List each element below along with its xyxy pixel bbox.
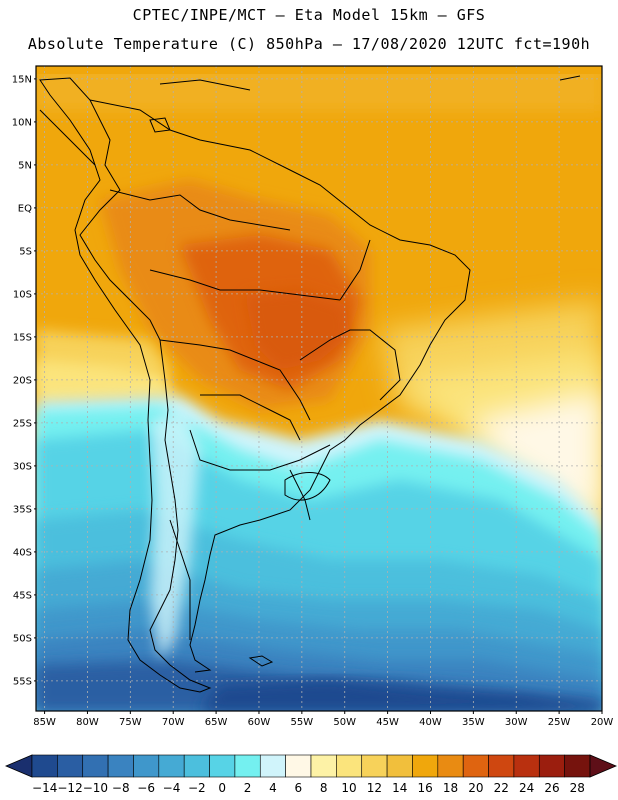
coastline-outline [39, 75, 581, 693]
colorbar-label: −14 [32, 781, 57, 795]
colorbar-label: −6 [137, 781, 155, 795]
colorbar-swatch [564, 754, 591, 778]
lon-label: 30W [505, 717, 528, 728]
colorbar-label: 18 [443, 781, 458, 795]
lat-label: 15N [12, 74, 32, 85]
colorbar-label: 16 [417, 781, 432, 795]
lat-label: 55S [13, 676, 32, 687]
latitude-axis-labels: 15N 10N 5N EQ 5S 10S 15S 20S 25S 30S 35S 40S 45S 50S 5… [12, 74, 36, 687]
colorbar-label: 26 [544, 781, 559, 795]
colorbar-label: 22 [494, 781, 509, 795]
lat-label: 5N [18, 160, 32, 171]
lat-label: EQ [18, 203, 32, 214]
lon-label: 45W [376, 717, 399, 728]
colorbar-label: 28 [570, 781, 585, 795]
colorbar-swatch [310, 754, 337, 778]
map-frame [35, 65, 603, 712]
lon-label: 25W [548, 717, 571, 728]
colorbar-label: 14 [392, 781, 407, 795]
lat-label: 45S [13, 590, 32, 601]
colorbar-swatch [57, 754, 84, 778]
colorbar-label: 20 [468, 781, 483, 795]
lon-label: 40W [419, 717, 442, 728]
colorbar-swatch [336, 754, 363, 778]
lat-label: 30S [13, 461, 32, 472]
lat-lon-grid [36, 66, 603, 711]
colorbar-label: −12 [57, 781, 82, 795]
lon-label: 70W [162, 717, 185, 728]
colorbar-swatch [285, 754, 312, 778]
lat-label: 15S [13, 332, 32, 343]
lon-label: 85W [33, 717, 56, 728]
temperature-field [36, 66, 602, 711]
colorbar-label: −8 [112, 781, 130, 795]
colorbar-swatch [183, 754, 210, 778]
lon-label: 80W [76, 717, 99, 728]
colorbar-swatch [209, 754, 236, 778]
colorbar-label: 24 [519, 781, 534, 795]
colorbar-under-arrow [4, 754, 33, 778]
colorbar-label: 10 [341, 781, 356, 795]
colorbar-swatch [31, 754, 58, 778]
lat-label: 20S [13, 375, 32, 386]
lon-label: 20W [591, 717, 614, 728]
colorbar-swatch [158, 754, 185, 778]
colorbar-swatch [538, 754, 565, 778]
lat-label: 50S [13, 633, 32, 644]
lon-label: 75W [119, 717, 142, 728]
lat-label: 40S [13, 547, 32, 558]
lat-label: 10S [13, 289, 32, 300]
lat-label: 25S [13, 418, 32, 429]
colorbar-swatch [259, 754, 286, 778]
colorbar-label: 8 [320, 781, 328, 795]
colorbar-label: −4 [163, 781, 181, 795]
colorbar-label: 12 [367, 781, 382, 795]
colorbar-label: 2 [244, 781, 252, 795]
lon-label: 60W [248, 717, 271, 728]
colorbar-swatch [107, 754, 134, 778]
colorbar-swatch [133, 754, 160, 778]
colorbar-over-arrow [589, 754, 618, 778]
lon-label: 65W [205, 717, 228, 728]
lon-label: 50W [333, 717, 356, 728]
colorbar-label: 6 [294, 781, 302, 795]
colorbar-label: −2 [188, 781, 206, 795]
longitude-axis-labels: 85W 80W 75W 70W 65W 60W 55W 50W 45W 40W 35W 30W 25W 2… [33, 711, 613, 728]
lon-label: 35W [462, 717, 485, 728]
colorbar-swatch [412, 754, 439, 778]
colorbar-swatch [462, 754, 489, 778]
lat-label: 5S [19, 246, 32, 257]
title-line-1: CPTEC/INPE/MCT – Eta Model 15km – GFS [132, 6, 486, 24]
colorbar-swatch [513, 754, 540, 778]
lat-label: 10N [12, 117, 32, 128]
colorbar-swatch [488, 754, 515, 778]
colorbar-swatch [82, 754, 109, 778]
colorbar-label: 4 [269, 781, 277, 795]
colorbar-swatch [437, 754, 464, 778]
colorbar-swatch [234, 754, 261, 778]
title-line-2: Absolute Temperature (C) 850hPa – 17/08/… [27, 35, 591, 53]
lat-label: 35S [13, 504, 32, 515]
temperature-colorbar: −14 −12 −10 −8 −6 −4 −2 0 2 4 6 8 10 12 14 16 18 20 22 24 26… [4, 754, 618, 795]
colorbar-swatch [386, 754, 413, 778]
colorbar-swatch [361, 754, 388, 778]
colorbar-label: 0 [218, 781, 226, 795]
colorbar-label: −10 [83, 781, 108, 795]
lon-label: 55W [291, 717, 314, 728]
